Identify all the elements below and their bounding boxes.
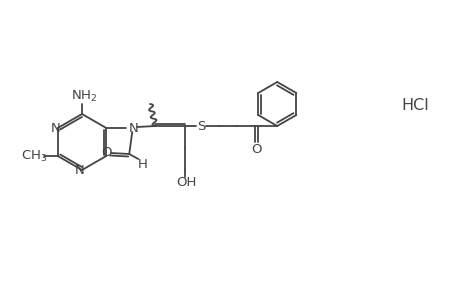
Text: N: N xyxy=(75,164,85,176)
Text: HCl: HCl xyxy=(400,98,428,112)
Text: H: H xyxy=(137,158,147,170)
Text: OH: OH xyxy=(176,176,196,188)
Text: N: N xyxy=(51,122,61,134)
Text: S: S xyxy=(196,119,205,133)
Text: N: N xyxy=(128,122,138,134)
Text: O: O xyxy=(101,146,111,158)
Text: NH$_2$: NH$_2$ xyxy=(71,88,97,104)
Text: O: O xyxy=(251,142,261,155)
Text: CH$_3$: CH$_3$ xyxy=(21,148,47,164)
